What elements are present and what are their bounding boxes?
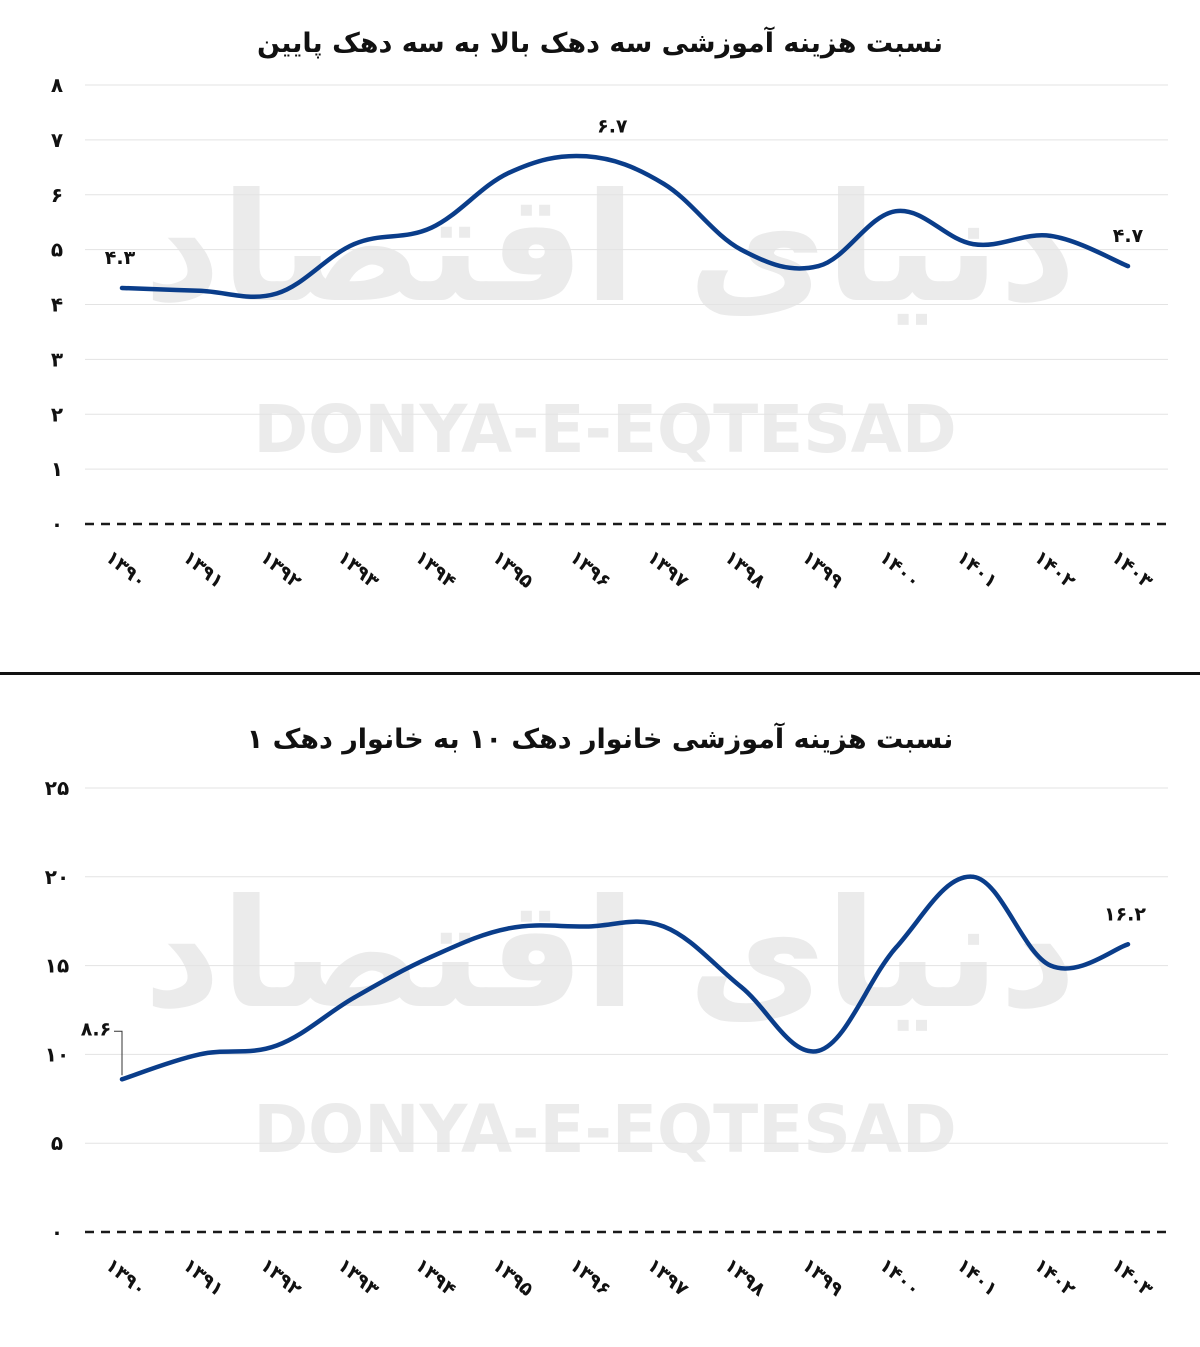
y-tick-label: ۰ [51, 1220, 63, 1244]
data-label: ۴.۳ [105, 247, 136, 269]
data-label: ۶.۷ [597, 115, 628, 137]
data-point-7 [661, 181, 666, 186]
data-point-12 [1048, 233, 1053, 238]
x-tick-label: ۱۳۹۱ [178, 1254, 228, 1301]
data-point-11 [971, 874, 976, 879]
data-point-8 [739, 984, 744, 989]
x-tick-label: ۱۳۹۹ [797, 1254, 847, 1301]
chart-panel-1: نسبت هزینه آموزشی سه دهک بالا به سه دهک … [0, 0, 1200, 672]
data-point-2 [274, 1043, 279, 1048]
leader-line [114, 1030, 123, 1076]
x-tick-label: ۱۳۹۲ [256, 1254, 306, 1301]
data-point-9 [816, 1048, 821, 1053]
y-tick-label: ۳ [51, 347, 63, 371]
x-tick-label: ۱۳۹۹ [797, 546, 847, 593]
watermark-logo: دنیای اقتصاد [144, 868, 1077, 1042]
data-point-10 [893, 209, 898, 214]
watermark: دنیای اقتصاد DONYA-E-EQTESAD [144, 868, 1077, 1168]
x-tick-label: ۱۳۹۶ [565, 1254, 615, 1301]
y-tick-label: ۲۰ [45, 865, 69, 889]
series-line [119, 153, 1131, 300]
watermark-latin: DONYA-E-EQTESAD [253, 1091, 956, 1168]
x-tick-label: ۱۴۰۲ [1030, 546, 1080, 593]
y-tick-label: ۱۵ [45, 954, 69, 978]
data-point-1 [197, 288, 202, 293]
x-tick-label: ۱۴۰۰ [875, 1254, 925, 1301]
y-tick-label: ۵ [51, 238, 63, 262]
x-tick-label: ۱۳۹۷ [643, 1254, 693, 1301]
chart-title: نسبت هزینه آموزشی خانوار دهک ۱۰ به خانوا… [246, 724, 954, 755]
x-tick-label: ۱۳۹۵ [488, 546, 538, 593]
x-tick-label: ۱۳۹۳ [333, 1254, 383, 1301]
data-point-0 [120, 286, 124, 291]
x-tick-label: ۱۳۹۴ [411, 546, 461, 593]
x-tick-label: ۱۴۰۲ [1030, 1254, 1080, 1301]
x-tick-label: ۱۴۰۱ [952, 1254, 1002, 1301]
y-tick-label: ۸ [51, 73, 63, 97]
data-point-7 [661, 924, 666, 929]
x-tick-label: ۱۳۹۳ [333, 546, 383, 593]
x-tick-label: ۱۴۰۳ [1107, 546, 1157, 593]
data-point-5 [506, 926, 511, 931]
y-tick-label: ۲ [51, 402, 63, 426]
y-tick-label: ۵ [51, 1131, 63, 1155]
x-tick-label: ۱۳۹۱ [178, 546, 228, 593]
line-chart: دنیای اقتصاد DONYA-E-EQTESAD ۰ ۵ ۱۰ ۱۵ ۲۰ ۲۵ ۱۳۹… [45, 776, 1168, 1301]
data-point-6 [584, 924, 589, 929]
x-tick-label: ۱۴۰۱ [952, 546, 1002, 593]
data-point-8 [739, 247, 744, 252]
y-tick-label: ۲۵ [45, 776, 69, 800]
data-point-13 [1126, 942, 1130, 947]
data-label: ۴.۷ [1113, 225, 1144, 247]
x-tick-label: ۱۴۰۳ [1107, 1254, 1157, 1301]
data-point-4 [429, 954, 434, 959]
watermark: دنیای اقتصاد DONYA-E-EQTESAD [144, 162, 1077, 468]
chart-panel-2: نسبت هزینه آموزشی خانوار دهک ۱۰ به خانوا… [0, 676, 1200, 1347]
x-tick-label: ۱۳۹۸ [720, 1254, 770, 1301]
data-point-5 [506, 170, 511, 175]
x-tick-label: ۱۳۹۶ [565, 546, 615, 593]
y-tick-label: ۱۰ [45, 1042, 69, 1066]
data-label: ۱۶.۲ [1104, 903, 1146, 925]
data-point-6 [584, 154, 589, 159]
data-point-10 [893, 945, 898, 950]
y-tick-label: ۴ [51, 293, 63, 317]
data-point-0 [120, 1077, 124, 1082]
x-tick-label: ۱۳۹۰ [101, 1254, 151, 1301]
y-tick-label: ۱ [51, 457, 63, 481]
data-point-3 [352, 242, 357, 247]
x-tick-label: ۱۴۰۰ [875, 546, 925, 593]
data-point-13 [1126, 264, 1130, 269]
x-tick-label: ۱۳۹۲ [256, 546, 306, 593]
data-point-3 [352, 995, 357, 1000]
y-tick-label: ۶ [51, 183, 63, 207]
chart-title: نسبت هزینه آموزشی سه دهک بالا به سه دهک … [256, 28, 944, 59]
data-label: ۸.۶ [81, 1018, 111, 1040]
data-point-1 [197, 1052, 202, 1057]
y-tick-label: ۰ [51, 512, 63, 536]
data-point-2 [274, 291, 279, 296]
line-chart: دنیای اقتصاد DONYA-E-EQTESAD ۰ ۱ ۲ ۳ ۴ ۵ ۶ ۷ ۸ ۱۳۹۰… [51, 73, 1168, 593]
watermark-logo: دنیای اقتصاد [144, 162, 1077, 336]
x-tick-label: ۱۳۹۰ [101, 546, 151, 593]
x-tick-label: ۱۳۹۸ [720, 546, 770, 593]
watermark-latin: DONYA-E-EQTESAD [253, 391, 956, 468]
y-tick-label: ۷ [51, 128, 63, 152]
x-tick-label: ۱۳۹۷ [643, 546, 693, 593]
x-tick-label: ۱۳۹۵ [488, 1254, 538, 1301]
data-point-12 [1048, 963, 1053, 968]
data-point-11 [971, 242, 976, 247]
divider [0, 672, 1200, 675]
data-point-4 [429, 225, 434, 230]
data-point-9 [816, 264, 821, 269]
x-tick-label: ۱۳۹۴ [411, 1254, 461, 1301]
